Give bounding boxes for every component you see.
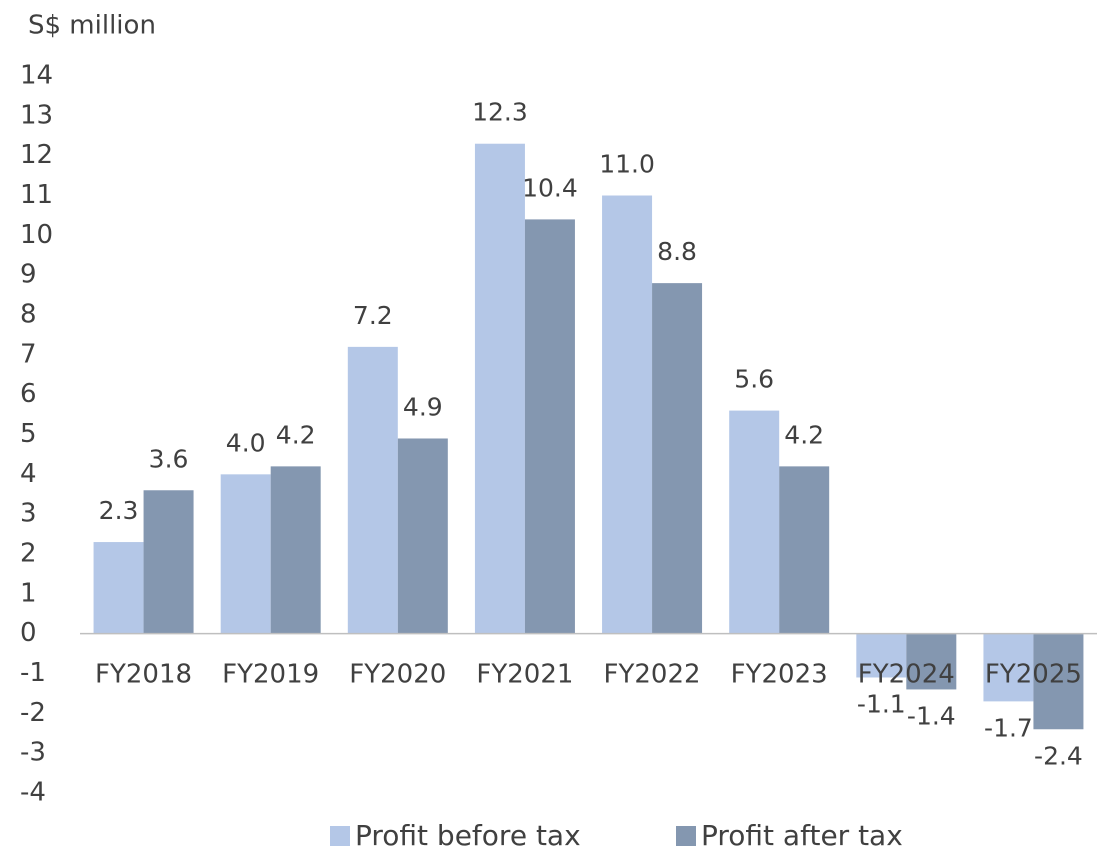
x-tick-label: FY2023 xyxy=(731,660,828,690)
value-label: 5.6 xyxy=(734,365,774,394)
value-label: -1.1 xyxy=(857,689,906,718)
value-label: 7.2 xyxy=(353,301,393,330)
y-tick-label: 4 xyxy=(20,459,37,489)
bar xyxy=(270,466,321,634)
y-tick-label: 7 xyxy=(20,339,37,369)
value-label: 4.9 xyxy=(403,392,443,421)
y-tick-label: 11 xyxy=(20,180,53,210)
y-tick-label: 13 xyxy=(20,100,53,130)
y-tick-label: 12 xyxy=(20,140,53,170)
value-label: 12.3 xyxy=(472,98,528,127)
y-tick-label: 9 xyxy=(20,260,37,290)
value-label: 11.0 xyxy=(599,150,655,179)
value-label: -1.4 xyxy=(907,701,956,730)
bar xyxy=(524,219,575,634)
bar xyxy=(729,410,780,634)
value-label: 4.0 xyxy=(226,428,266,457)
y-tick-label: 2 xyxy=(20,539,37,569)
y-tick-label: -3 xyxy=(20,738,46,768)
value-label: 8.8 xyxy=(657,237,697,266)
legend-swatch xyxy=(676,826,696,846)
bar xyxy=(906,633,957,690)
y-tick-label: 1 xyxy=(20,578,37,608)
bar xyxy=(220,474,271,634)
value-label: 2.3 xyxy=(99,496,139,525)
y-tick-label: -4 xyxy=(20,778,46,808)
x-tick-label: FY2024 xyxy=(858,660,955,690)
bar xyxy=(983,633,1034,702)
bar xyxy=(652,283,703,634)
x-tick-label: FY2025 xyxy=(985,660,1082,690)
bar xyxy=(397,438,448,634)
legend-label: Profit after tax xyxy=(701,819,903,852)
x-tick-label: FY2018 xyxy=(95,660,192,690)
bar xyxy=(347,346,398,634)
legend-label: Profit before tax xyxy=(355,819,581,852)
y-tick-label: 8 xyxy=(20,300,37,330)
y-tick-label: -1 xyxy=(20,658,46,688)
bar xyxy=(474,143,525,634)
bar xyxy=(856,633,907,678)
legend-swatch xyxy=(330,826,350,846)
y-axis-label: S$ million xyxy=(28,11,156,41)
value-label: 10.4 xyxy=(522,173,578,202)
x-tick-label: FY2022 xyxy=(604,660,701,690)
value-label: -2.4 xyxy=(1034,741,1083,770)
bar xyxy=(1033,633,1084,730)
bar xyxy=(602,195,653,634)
bar xyxy=(93,542,144,634)
y-tick-label: -2 xyxy=(20,698,46,728)
x-tick-label: FY2019 xyxy=(222,660,319,690)
value-label: 4.2 xyxy=(784,420,824,449)
y-tick-label: 5 xyxy=(20,419,37,449)
bar xyxy=(779,466,830,634)
y-tick-label: 14 xyxy=(20,61,53,91)
y-tick-label: 0 xyxy=(20,618,37,648)
bar xyxy=(143,490,194,634)
value-label: 4.2 xyxy=(276,420,316,449)
value-label: 3.6 xyxy=(149,444,189,473)
x-tick-label: FY2020 xyxy=(349,660,446,690)
y-tick-label: 6 xyxy=(20,379,37,409)
value-label: -1.7 xyxy=(984,713,1033,742)
x-tick-label: FY2021 xyxy=(476,660,573,690)
y-tick-label: 3 xyxy=(20,499,37,529)
y-tick-label: 10 xyxy=(20,220,53,250)
